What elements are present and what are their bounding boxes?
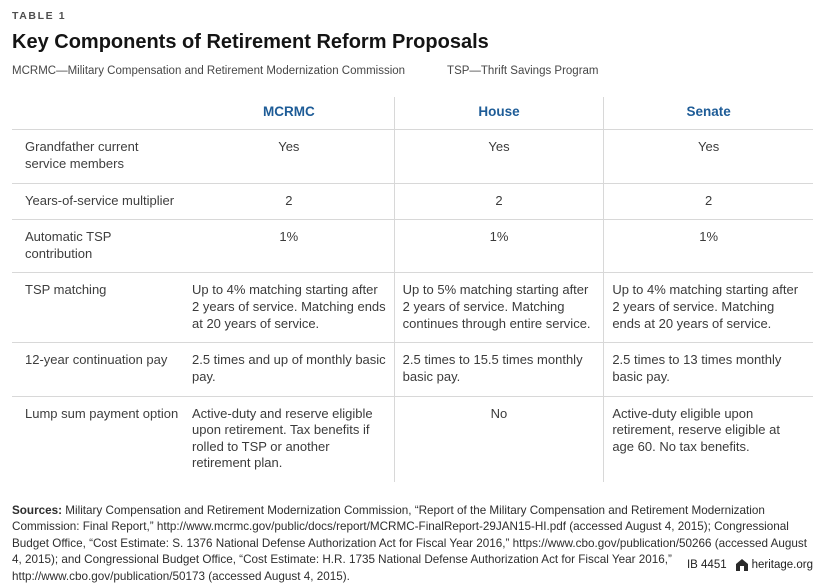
issue-number: IB 4451	[686, 559, 727, 571]
cell-continuation-pay-house: 2.5 times to 15.5 times monthly basic pa…	[393, 342, 604, 396]
heritage-brand: heritage.org	[735, 559, 813, 571]
row-label-multiplier: Years-of-service multiplier	[12, 182, 184, 220]
cell-continuation-pay-mcrmc: 2.5 times and up of monthly basic pay.	[184, 342, 394, 395]
row-label-grandfather: Grandfather current service members	[12, 129, 184, 182]
table-label: TABLE 1	[12, 10, 67, 22]
sources-note: Sources: Military Compensation and Retir…	[12, 503, 813, 585]
comparison-table: MCRMC House Senate Grandfather current s…	[12, 97, 813, 483]
cell-grandfather-house: Yes	[393, 129, 604, 183]
heritage-logo-icon	[735, 559, 748, 571]
cell-automatic-tsp-house: 1%	[393, 219, 604, 273]
site-name: heritage.org	[751, 559, 813, 571]
cell-multiplier-house: 2	[393, 182, 604, 220]
cell-multiplier-mcrmc: 2	[184, 182, 394, 220]
cell-tsp-matching-senate: Up to 4% matching starting after 2 years…	[603, 272, 813, 343]
column-header-empty	[12, 97, 184, 129]
cell-text: Active-duty and reserve eligible upon re…	[192, 405, 373, 471]
cell-text: Active-duty eligible upon retirement, re…	[612, 405, 780, 454]
cell-lump-sum-mcrmc: Active-duty and reserve eligible upon re…	[184, 395, 394, 483]
cell-grandfather-mcrmc: Yes	[184, 129, 394, 182]
cell-text: 2.5 times to 13 times monthly basic pay.	[612, 352, 782, 384]
column-header-house: House	[393, 97, 604, 130]
row-label-lump-sum: Lump sum payment option	[12, 395, 184, 483]
cell-multiplier-senate: 2	[603, 182, 813, 220]
cell-lump-sum-house: No	[393, 395, 604, 483]
row-label-automatic-tsp: Automatic TSP contribution	[12, 219, 184, 272]
cell-continuation-pay-senate: 2.5 times to 13 times monthly basic pay.	[603, 342, 813, 396]
column-header-senate: Senate	[603, 97, 813, 130]
sources-label: Sources:	[12, 504, 63, 518]
column-header-mcrmc: MCRMC	[262, 104, 315, 119]
cell-text: Up to 4% matching starting after 2 years…	[612, 282, 799, 331]
row-label-tsp-matching: TSP matching	[12, 272, 184, 342]
page-title: Key Components of Retirement Reform Prop…	[12, 31, 489, 53]
cell-tsp-matching-mcrmc: Up to 4% matching starting after 2 years…	[184, 272, 394, 342]
cell-text: Up to 5% matching starting after 2 years…	[402, 282, 591, 331]
cell-tsp-matching-house: Up to 5% matching starting after 2 years…	[393, 272, 604, 343]
row-label-continuation-pay: 12-year continuation pay	[12, 342, 184, 395]
abbreviation-tsp: TSP—Thrift Savings Program	[447, 65, 599, 77]
cell-text: 2.5 times and up of monthly basic pay.	[192, 352, 386, 384]
cell-text: Up to 4% matching starting after 2 years…	[192, 282, 386, 331]
footer: IB 4451 heritage.org	[687, 559, 813, 571]
abbreviation-row: MCRMC—Military Compensation and Retireme…	[12, 65, 813, 77]
abbreviation-mcrmc: MCRMC—Military Compensation and Retireme…	[12, 65, 406, 77]
cell-automatic-tsp-mcrmc: 1%	[184, 219, 394, 272]
cell-automatic-tsp-senate: 1%	[603, 219, 813, 273]
sources-text: Military Compensation and Retirement Mod…	[12, 504, 807, 583]
cell-grandfather-senate: Yes	[603, 129, 813, 183]
cell-lump-sum-senate: Active-duty eligible upon retirement, re…	[603, 395, 813, 483]
cell-text: 2.5 times to 15.5 times monthly basic pa…	[402, 352, 583, 384]
